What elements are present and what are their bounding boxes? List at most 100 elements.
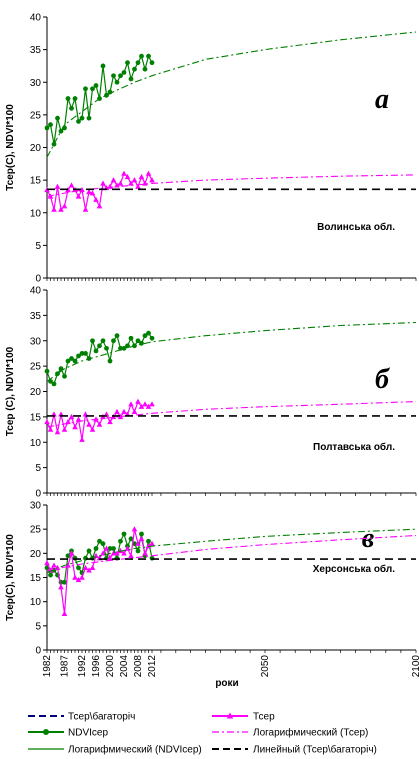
data-point (75, 193, 82, 199)
data-point (128, 180, 134, 186)
data-point (61, 203, 68, 209)
y-tick-label: 25 (30, 525, 42, 536)
data-point (114, 79, 120, 85)
data-point (138, 173, 145, 180)
data-point (65, 418, 71, 425)
data-point (93, 546, 99, 551)
data-point (128, 335, 134, 341)
legend-label: Тсер (253, 712, 275, 723)
data-point (135, 183, 141, 189)
data-point (135, 540, 141, 546)
data-point (142, 66, 148, 72)
data-point (93, 196, 99, 202)
data-point (124, 173, 131, 180)
series-line (46, 534, 417, 571)
chart-legend: Тсер\багаторіч Тсер NDVIсер Логарифмический… (28, 711, 377, 756)
x-axis-label: роки (215, 678, 238, 689)
data-point (107, 358, 113, 364)
data-point (79, 115, 85, 121)
legend-label: Линейный (Тсер\багаторіч) (253, 744, 377, 756)
data-point (111, 338, 116, 344)
y-tick-label: 20 (30, 387, 42, 398)
data-point (139, 53, 144, 59)
data-point (65, 96, 71, 101)
data-point (61, 610, 68, 616)
y-tick-label: 30 (30, 501, 42, 512)
data-point (125, 60, 130, 66)
data-point (96, 421, 103, 427)
data-point (72, 96, 78, 101)
data-point (82, 564, 89, 571)
data-point (149, 335, 155, 341)
data-point (86, 421, 92, 427)
data-point (69, 105, 74, 111)
data-point (61, 426, 68, 432)
data-point (125, 343, 130, 349)
data-point (146, 538, 151, 544)
y-tick-label: 10 (30, 208, 42, 219)
data-point (65, 358, 71, 364)
data-point (114, 182, 120, 188)
data-point (83, 86, 88, 92)
data-point (44, 560, 50, 566)
data-point (131, 526, 138, 532)
data-point (54, 183, 61, 189)
data-point (69, 356, 74, 361)
y-tick-label: 35 (30, 45, 42, 56)
data-point (51, 562, 57, 568)
data-point (142, 550, 148, 556)
data-point (79, 351, 85, 356)
data-point (97, 538, 102, 544)
data-point (58, 206, 64, 212)
y-tick-label: 0 (35, 274, 41, 285)
data-point (135, 338, 141, 344)
y-tick-label: 25 (30, 110, 42, 121)
data-point (89, 564, 96, 571)
x-tick-label: 2100 (411, 655, 419, 678)
panel-letter: в (362, 523, 375, 554)
data-point (93, 83, 99, 88)
data-point (104, 92, 109, 98)
data-point (135, 548, 141, 554)
data-point (75, 416, 82, 422)
data-point (145, 170, 152, 176)
legend-label: Логарифмический (Тсер) (253, 727, 368, 739)
data-point (131, 408, 138, 414)
data-point (86, 115, 92, 121)
chart-panel-3: 0 5 10 15 20 25 30 Тсер(С), NDVI*100 в Херсонська… (5, 501, 419, 690)
y-tick-label: 20 (30, 143, 42, 154)
series-line (46, 31, 417, 158)
legend-marker (43, 729, 49, 735)
panel-letter: б (375, 364, 390, 395)
x-tick-label: 1992 (77, 655, 88, 678)
data-point (114, 550, 120, 556)
data-point (114, 333, 120, 339)
data-point (100, 541, 106, 547)
x-tick-label: 2050 (260, 655, 271, 678)
y-tick-label: 5 (35, 621, 41, 632)
data-point (135, 60, 141, 66)
data-point (100, 63, 106, 69)
data-point (128, 76, 134, 82)
data-point (107, 555, 113, 561)
data-point (118, 73, 123, 79)
data-point (47, 426, 54, 432)
data-point (145, 403, 152, 409)
x-tick-label: 1987 (60, 655, 71, 678)
data-point (68, 182, 75, 188)
data-point (128, 401, 134, 407)
data-point (48, 122, 53, 128)
data-point (132, 66, 137, 72)
data-point (44, 368, 50, 374)
y-tick-label: 10 (30, 597, 42, 608)
y-axis-label: Тсер(С), NDVI*100 (5, 104, 16, 191)
x-tick-label: 2008 (133, 655, 144, 678)
data-point (121, 345, 127, 351)
data-point (121, 531, 127, 537)
data-point (65, 553, 71, 559)
data-point (121, 408, 127, 414)
data-point (79, 436, 85, 442)
x-tick-label: 2000 (105, 655, 116, 678)
data-point (121, 70, 127, 75)
y-axis-label: Тсер(С), NDVI*100 (5, 534, 16, 621)
